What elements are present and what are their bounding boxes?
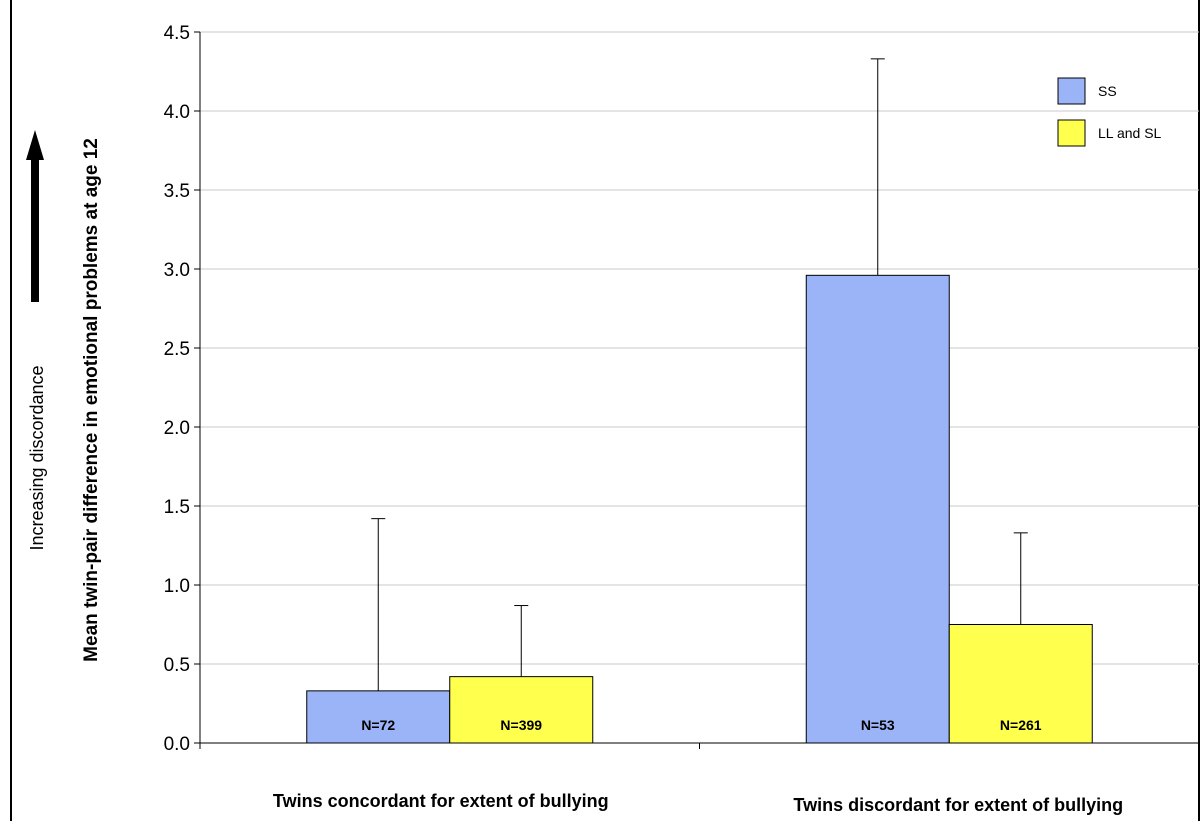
n-label: N=53	[861, 717, 895, 733]
labels: 0.0 0.5 1.0 1.5 2.0 2.5 3.0 3.5 4.0 4.5 N=72 N=399 T…	[164, 23, 1124, 815]
gridlines	[200, 31, 1199, 665]
legend-label-ll-sl: LL and SL	[1098, 125, 1162, 141]
bars	[306, 58, 1093, 744]
y-tick-label: 4.5	[164, 23, 190, 44]
y-tick-label: 0.5	[164, 655, 190, 676]
y-tick-label: 1.0	[164, 576, 190, 597]
discordance-arrow-icon	[26, 130, 44, 302]
bar	[805, 274, 950, 744]
y-axis-label: Mean twin-pair difference in emotional p…	[81, 138, 102, 662]
y-tick-label: 2.0	[164, 418, 190, 439]
n-label: N=72	[361, 717, 395, 733]
y-tick-label: 1.5	[164, 497, 190, 518]
legend-swatch-ll-sl	[1057, 119, 1086, 147]
bar	[449, 676, 594, 744]
n-label: N=399	[500, 717, 542, 733]
y-tick-label: 4.0	[164, 102, 190, 123]
y-tick-label: 3.5	[164, 181, 190, 202]
legend: SS LL and SL	[1057, 77, 1162, 147]
y-tick-label: 0.0	[164, 734, 190, 755]
category-label: Twins discordant for extent of bullying	[793, 795, 1123, 815]
legend-label-ss: SS	[1098, 83, 1117, 99]
y-tick-label: 3.0	[164, 260, 190, 281]
y-tick-label: 2.5	[164, 339, 190, 360]
n-label: N=261	[1000, 717, 1042, 733]
legend-swatch-ss	[1057, 77, 1086, 105]
chart-frame	[10, 0, 1200, 821]
bar	[306, 690, 451, 744]
category-label: Twins concordant for extent of bullying	[273, 791, 609, 811]
side-label: Increasing discordance	[27, 365, 47, 550]
